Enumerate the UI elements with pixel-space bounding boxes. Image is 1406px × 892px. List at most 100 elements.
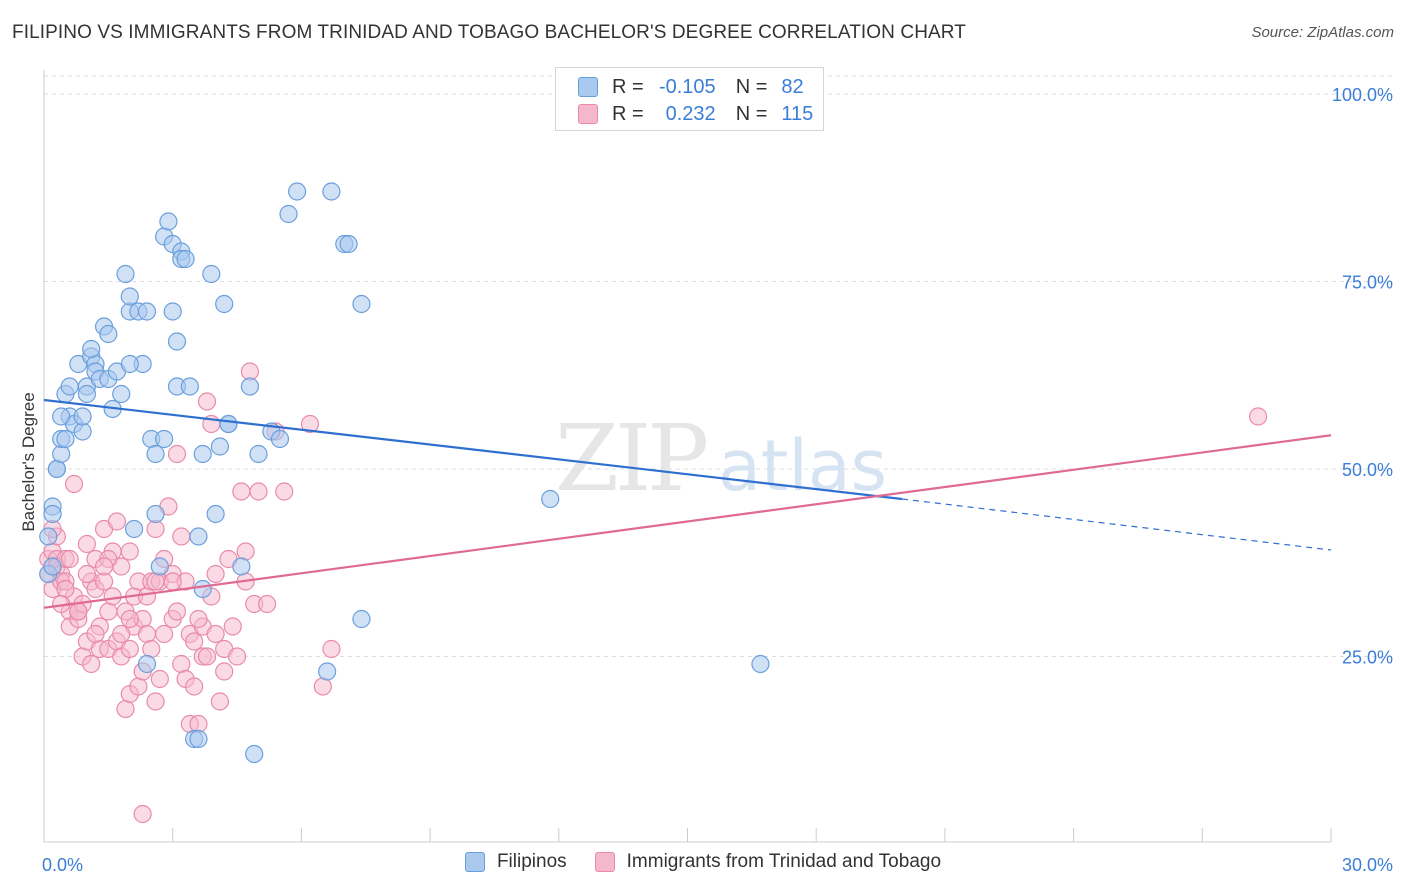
legend-n-value: 115: [781, 102, 814, 125]
data-point-filipinos: [60, 377, 79, 396]
data-point-filipinos: [206, 504, 225, 524]
legend-row-filipinos: R = -0.105 N = 82: [578, 75, 804, 99]
data-point-trinidad: [137, 587, 157, 606]
data-point-filipinos: [137, 302, 157, 321]
legend-swatch-blue: [464, 852, 485, 872]
data-point-trinidad: [236, 542, 255, 561]
legend-swatch-pink: [578, 104, 598, 124]
data-point-filipinos: [279, 204, 298, 224]
x-tick-label: 0.0%: [42, 855, 83, 875]
data-point-trinidad: [275, 482, 294, 501]
legend-r-label: R =: [612, 102, 644, 125]
data-point-filipinos: [751, 654, 770, 674]
data-point-filipinos: [159, 212, 178, 231]
data-point-trinidad: [249, 482, 268, 501]
data-point-trinidad: [120, 639, 139, 659]
data-point-filipinos: [249, 444, 268, 464]
data-point-trinidad: [56, 579, 75, 599]
legend-n-label: N =: [735, 75, 768, 98]
data-point-trinidad: [313, 677, 332, 696]
data-point-filipinos: [180, 377, 199, 396]
data-point-trinidad: [155, 624, 174, 644]
data-point-trinidad: [64, 474, 84, 494]
data-point-filipinos: [202, 264, 221, 284]
trend-lines: [43, 398, 1332, 609]
data-point-trinidad: [146, 692, 165, 711]
data-point-filipinos: [245, 744, 264, 764]
data-point-filipinos: [47, 459, 66, 479]
series-filipinos-points: [39, 182, 770, 764]
x-tick-label: 30.0%: [1342, 855, 1393, 875]
data-point-filipinos: [137, 654, 157, 674]
data-point-filipinos: [43, 504, 62, 524]
legend-r-value: 0.232: [665, 102, 716, 125]
data-point-trinidad: [172, 654, 191, 674]
data-point-filipinos: [270, 429, 290, 449]
data-point-filipinos: [322, 182, 341, 201]
data-point-filipinos: [288, 182, 307, 201]
data-point-trinidad: [197, 647, 217, 666]
data-point-trinidad: [257, 594, 277, 614]
data-point-filipinos: [77, 384, 97, 404]
axis-labels: 25.0% 50.0% 75.0% 100.0% 0.0% 30.0%: [42, 85, 1393, 875]
data-point-trinidad: [167, 444, 187, 464]
legend-label-trinidad: Immigrants from Trinidad and Tobago: [626, 851, 942, 872]
data-point-filipinos: [120, 287, 139, 306]
trend-line-trinidad: [43, 434, 1332, 609]
data-point-filipinos: [56, 429, 75, 449]
data-point-trinidad: [1248, 407, 1268, 426]
data-point-trinidad: [142, 639, 161, 659]
data-point-trinidad: [185, 632, 204, 651]
data-point-trinidad: [185, 677, 204, 696]
data-point-filipinos: [219, 414, 238, 434]
data-point-trinidad: [99, 602, 118, 621]
data-point-trinidad: [129, 677, 148, 696]
data-point-filipinos: [163, 302, 182, 321]
legend-r-label: R =: [612, 75, 644, 98]
data-point-filipinos: [112, 384, 131, 404]
data-point-filipinos: [146, 444, 165, 464]
data-point-trinidad: [60, 549, 79, 569]
y-tick-label: 75.0%: [1342, 273, 1393, 293]
data-point-trinidad: [107, 512, 127, 531]
source-credit: Source: ZipAtlas.com: [1251, 24, 1394, 41]
series-legend: Filipinos Immigrants from Trinidad and T…: [0, 851, 1406, 873]
axes: [43, 70, 1332, 843]
data-point-trinidad: [133, 804, 152, 824]
data-point-trinidad: [163, 572, 182, 591]
legend-item-trinidad[interactable]: Immigrants from Trinidad and Tobago: [594, 851, 942, 873]
data-point-filipinos: [189, 729, 208, 749]
data-point-trinidad: [215, 662, 234, 681]
data-point-trinidad: [120, 542, 139, 561]
trend-line-filipinos: [43, 398, 903, 501]
data-point-filipinos: [193, 444, 212, 464]
trend-line-filipinos-extrapolated: [901, 498, 1332, 551]
data-point-trinidad: [172, 527, 191, 546]
data-point-filipinos: [352, 609, 371, 629]
data-point-filipinos: [73, 407, 92, 426]
data-point-trinidad: [94, 557, 114, 576]
data-point-trinidad: [223, 617, 242, 636]
data-point-trinidad: [103, 587, 122, 606]
data-point-filipinos: [318, 662, 337, 681]
data-point-filipinos: [541, 489, 560, 509]
series-trinidad-points: [39, 362, 1268, 824]
data-point-trinidad: [227, 647, 247, 666]
data-point-trinidad: [206, 564, 225, 584]
data-point-filipinos: [193, 579, 212, 599]
data-point-trinidad: [116, 699, 135, 719]
data-point-filipinos: [99, 324, 118, 344]
y-tick-label: 25.0%: [1342, 648, 1393, 668]
data-point-filipinos: [240, 377, 260, 396]
y-axis-title: Bachelor's Degree: [19, 392, 38, 531]
data-point-trinidad: [197, 392, 217, 411]
data-point-filipinos: [215, 294, 234, 314]
data-point-filipinos: [167, 332, 187, 351]
data-point-filipinos: [82, 339, 101, 359]
legend-item-filipinos[interactable]: Filipinos: [464, 851, 567, 873]
data-point-trinidad: [300, 414, 320, 434]
legend-n-label: N =: [735, 102, 768, 125]
chart-title: FILIPINO VS IMMIGRANTS FROM TRINIDAD AND…: [12, 22, 966, 43]
data-point-filipinos: [52, 407, 71, 426]
data-point-trinidad: [86, 624, 105, 644]
